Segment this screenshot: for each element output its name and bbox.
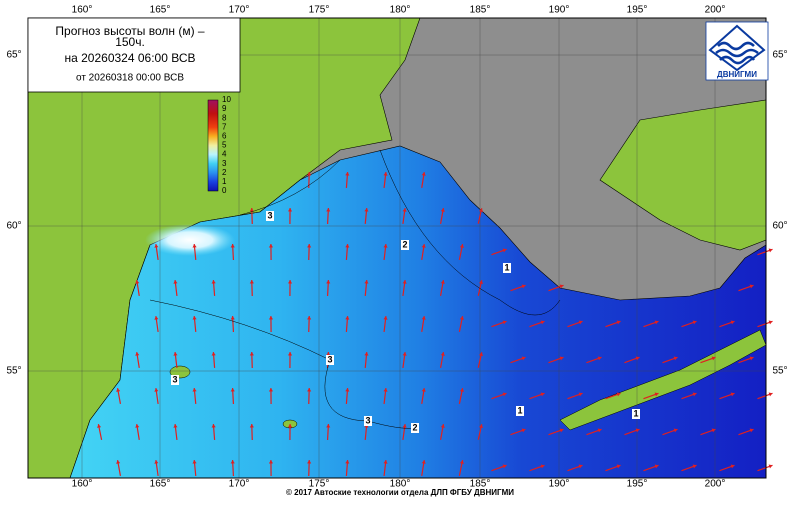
colorbar-label: 9: [222, 104, 227, 113]
lon-label-bottom: 200°: [705, 479, 726, 490]
lat-label-left: 65°: [6, 50, 21, 61]
contour-label: 3: [365, 415, 370, 425]
lon-label-top: 185°: [470, 5, 491, 16]
contour-label: 3: [267, 210, 272, 220]
title-line: 150ч.: [115, 35, 145, 49]
lon-label-bottom: 165°: [150, 479, 171, 490]
lon-label-top: 180°: [390, 5, 411, 16]
forecast-time: на 20260324 06:00 ВСВ: [65, 51, 196, 65]
lat-label-right: 60°: [772, 221, 787, 232]
lat-label-right: 55°: [772, 366, 787, 377]
colorbar-label: 5: [222, 141, 227, 150]
colorbar-label: 4: [222, 150, 227, 159]
lon-label-bottom: 190°: [549, 479, 570, 490]
lon-label-top: 175°: [309, 5, 330, 16]
lon-label-top: 190°: [549, 5, 570, 16]
colorbar-label: 3: [222, 159, 227, 168]
colorbar-label: 10: [222, 95, 231, 104]
lon-label-bottom: 160°: [72, 479, 93, 490]
lat-label-right: 65°: [772, 50, 787, 61]
lon-label-top: 195°: [627, 5, 648, 16]
contour-label: 1: [504, 262, 509, 272]
colorbar-label: 8: [222, 113, 227, 122]
lat-label-left: 60°: [6, 221, 21, 232]
colorbar-label: 6: [222, 132, 227, 141]
lon-label-top: 165°: [150, 5, 171, 16]
lon-label-top: 170°: [229, 5, 250, 16]
issued-time: от 20260318 00:00 ВСВ: [76, 73, 184, 84]
lon-label-bottom: 170°: [229, 479, 250, 490]
logo-text: ДВНИГМИ: [717, 70, 757, 79]
colorbar: [208, 100, 218, 191]
colorbar-label: 0: [222, 186, 227, 195]
colorbar-label: 7: [222, 122, 227, 131]
contour-label: 3: [172, 374, 177, 384]
contour-label: 1: [633, 408, 638, 418]
contour-label: 1: [517, 405, 522, 415]
colorbar-label: 2: [222, 168, 227, 177]
contour-label: 3: [327, 354, 332, 364]
lon-label-top: 200°: [705, 5, 726, 16]
lon-label-bottom: 195°: [627, 479, 648, 490]
colorbar-label: 1: [222, 177, 227, 186]
lon-label-top: 160°: [72, 5, 93, 16]
contour-label: 2: [412, 422, 417, 432]
high-wave-area: [145, 224, 235, 256]
footer: © 2017 Автоские технологии отдела ДЛП ФГ…: [286, 488, 514, 497]
contour-label: 2: [402, 239, 407, 249]
lat-label-left: 55°: [6, 366, 21, 377]
